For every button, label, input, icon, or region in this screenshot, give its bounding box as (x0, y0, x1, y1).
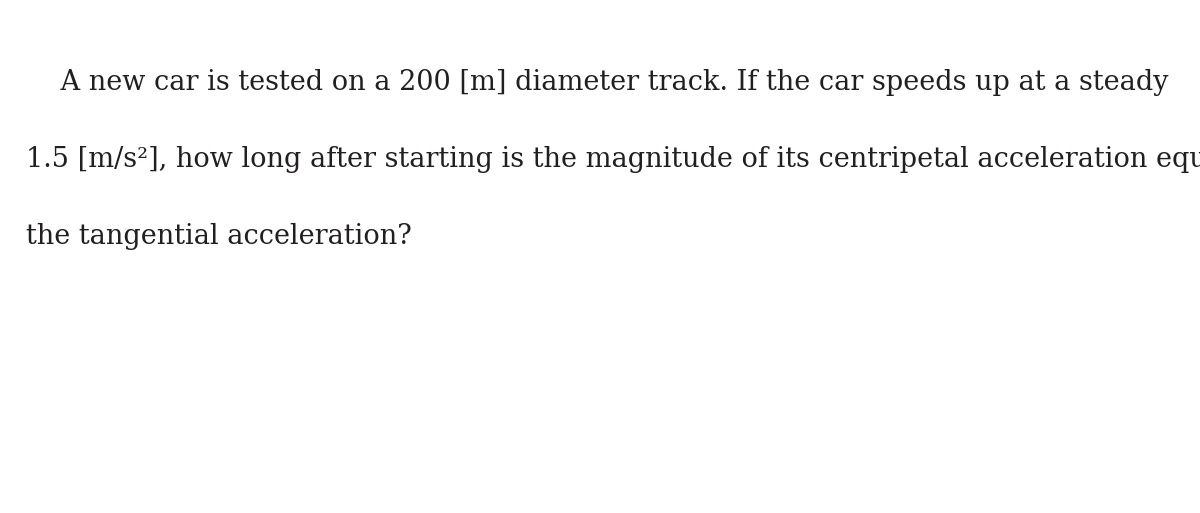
Text: 1.5 [m/s²], how long after starting is the magnitude of its centripetal accelera: 1.5 [m/s²], how long after starting is t… (26, 146, 1200, 173)
Text: the tangential acceleration?: the tangential acceleration? (26, 223, 413, 250)
Text: A new car is tested on a 200 [m] diameter track. If the car speeds up at a stead: A new car is tested on a 200 [m] diamete… (26, 69, 1169, 96)
